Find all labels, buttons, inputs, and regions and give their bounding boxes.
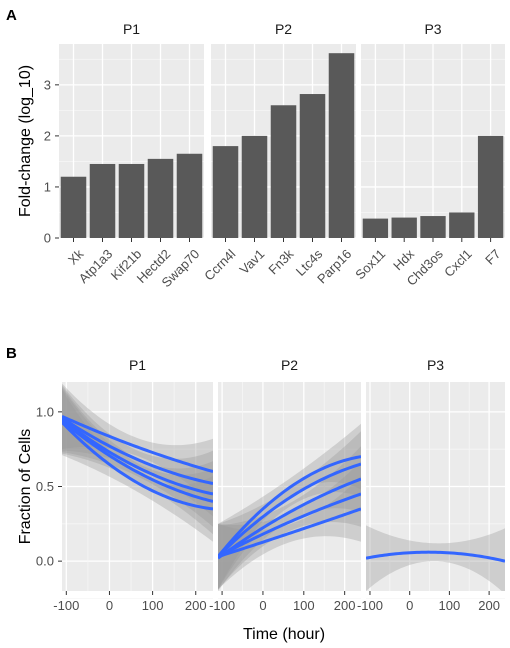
confidence-band	[366, 525, 505, 591]
y-tick-label: 3	[44, 77, 51, 92]
x-tick-label: 200	[185, 598, 207, 613]
series-line	[218, 462, 361, 558]
bar	[60, 176, 87, 238]
x-tick-label: 0	[259, 598, 266, 613]
bar	[420, 216, 446, 238]
x-tick-label: 100	[142, 598, 164, 613]
facet-title: P2	[281, 357, 298, 373]
x-tick-label: 100	[293, 598, 315, 613]
facet-title: P1	[123, 21, 140, 37]
series-line	[366, 550, 505, 563]
bar	[89, 163, 116, 238]
bar	[449, 212, 475, 238]
bar	[241, 135, 268, 238]
bar	[212, 146, 239, 238]
y-tick-label: 2	[44, 128, 51, 143]
x-tick-label: -100	[357, 598, 383, 613]
confidence-band	[62, 387, 213, 535]
facet-title: P3	[427, 357, 444, 373]
panel-label-a: A	[6, 7, 17, 24]
series-line	[218, 507, 361, 559]
bar	[299, 94, 326, 238]
x-tick-label: -100	[209, 598, 235, 613]
series-line	[218, 455, 361, 558]
confidence-band	[218, 446, 361, 591]
confidence-band	[218, 431, 361, 590]
x-tick-label: -100	[53, 598, 79, 613]
y-tick-label: 0.0	[36, 554, 54, 569]
bar	[270, 105, 297, 239]
facet-title: P2	[275, 21, 292, 37]
series-line	[62, 418, 213, 496]
confidence-band	[218, 423, 361, 590]
y-tick-label: 0	[44, 231, 51, 246]
y-axis-title: Fold-change (log_10)	[17, 65, 34, 217]
series-line	[62, 419, 213, 503]
confidence-band	[62, 389, 213, 542]
x-axis-title: Time (hour)	[243, 626, 325, 643]
bar	[477, 135, 504, 238]
x-tick-label: 200	[334, 598, 356, 613]
y-axis-title: Fraction of Cells	[17, 429, 34, 545]
facet-title: P3	[424, 21, 441, 37]
facet-title: P1	[129, 357, 146, 373]
x-tick-label: 100	[439, 598, 461, 613]
bar	[118, 163, 145, 238]
bar	[362, 218, 389, 238]
bar	[391, 217, 417, 238]
series-line	[62, 421, 213, 511]
bar	[147, 158, 174, 238]
x-tick-label: 0	[106, 598, 113, 613]
y-tick-label: 1.0	[36, 404, 54, 419]
x-tick-label: 200	[478, 598, 500, 613]
y-tick-label: 1	[44, 179, 51, 194]
series-line	[218, 492, 361, 558]
bar	[328, 53, 355, 239]
series-line	[218, 477, 361, 560]
y-tick-label: 0.5	[36, 479, 54, 494]
bar	[176, 153, 203, 238]
series-line	[62, 416, 213, 485]
x-tick-label: 0	[406, 598, 413, 613]
series-line	[62, 414, 213, 474]
panel-label-b: B	[6, 345, 17, 362]
confidence-band	[62, 386, 213, 527]
